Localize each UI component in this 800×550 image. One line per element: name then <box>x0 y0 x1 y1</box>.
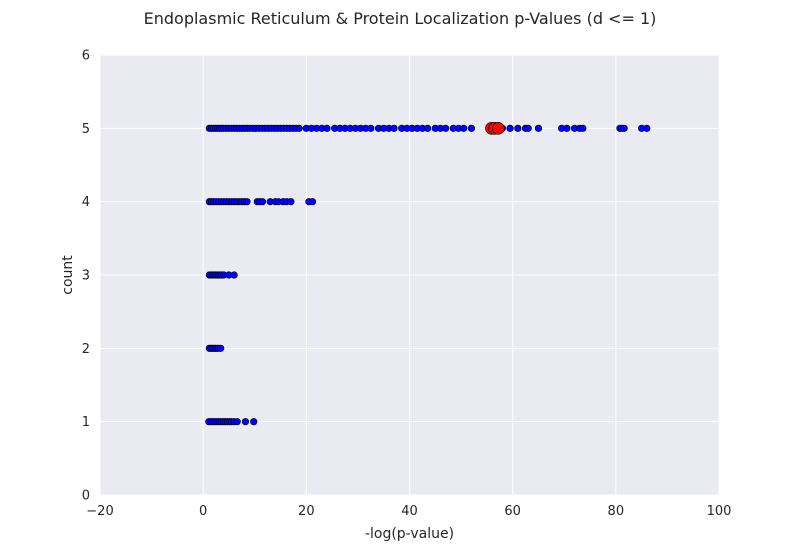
x-tick-label: 60 <box>504 504 521 519</box>
x-tick-label: −20 <box>86 504 113 519</box>
y-axis-label: count <box>60 255 76 295</box>
data-point <box>323 124 331 132</box>
data-point <box>241 418 250 426</box>
x-tick-label: 0 <box>199 504 207 519</box>
data-point <box>250 418 258 426</box>
data-point <box>524 124 532 132</box>
x-tick-labels: −20 0 20 40 60 80 100 <box>86 504 731 519</box>
x-tick-label: 40 <box>401 504 418 519</box>
data-point <box>243 198 251 206</box>
x-axis-label: -log(p-value) <box>365 526 454 542</box>
y-tick-label: 1 <box>82 415 90 430</box>
data-point <box>390 124 398 132</box>
data-point <box>217 344 225 352</box>
data-point <box>295 124 303 132</box>
data-point <box>423 124 432 132</box>
y-tick-label: 3 <box>82 269 90 284</box>
y-tick-labels: 0 1 2 3 4 5 6 <box>82 49 90 504</box>
data-point <box>534 124 543 132</box>
data-point <box>620 124 628 132</box>
data-point <box>506 124 514 132</box>
data-point <box>367 124 375 132</box>
y-tick-label: 4 <box>82 195 90 210</box>
y-tick-label: 5 <box>82 122 90 137</box>
data-points <box>205 122 651 426</box>
highlight-point <box>491 122 505 135</box>
chart-title: Endoplasmic Reticulum & Protein Localiza… <box>144 9 657 28</box>
data-point <box>579 124 587 132</box>
data-point <box>258 198 267 206</box>
x-tick-label: 20 <box>298 504 315 519</box>
x-tick-label: 80 <box>608 504 625 519</box>
data-point <box>308 198 317 206</box>
data-point <box>563 124 571 132</box>
data-point <box>442 124 450 132</box>
data-point <box>467 124 476 132</box>
data-point <box>230 271 238 279</box>
data-point <box>643 124 651 132</box>
data-point <box>287 198 295 206</box>
y-tick-label: 0 <box>82 489 90 504</box>
data-point <box>233 418 241 426</box>
y-tick-label: 6 <box>82 49 90 64</box>
y-tick-label: 2 <box>82 342 90 357</box>
data-point <box>460 124 468 132</box>
x-tick-label: 100 <box>707 504 732 519</box>
data-point <box>514 124 522 132</box>
